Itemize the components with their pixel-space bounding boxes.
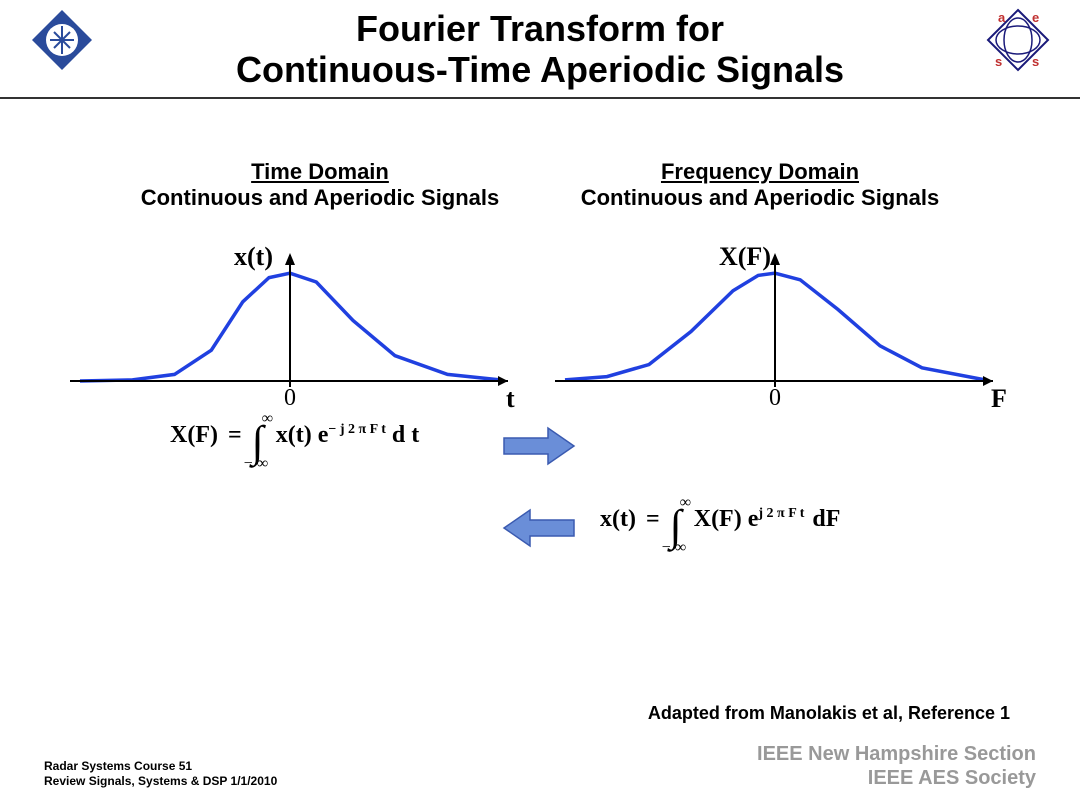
fwd-rhs1: x(t) e: [270, 422, 329, 448]
plots-row: 0 t x(t) 0 F X(F): [0, 231, 1080, 426]
svg-text:s: s: [995, 54, 1002, 69]
fwd-eq: =: [224, 422, 246, 448]
freq-domain-title: Frequency Domain: [540, 159, 980, 185]
svg-text:a: a: [998, 10, 1006, 25]
freq-domain-plot: 0 F X(F): [545, 231, 1020, 426]
integral-icon: ∫∞− ∞: [670, 500, 682, 551]
freq-domain-header: Frequency Domain Continuous and Aperiodi…: [540, 159, 980, 211]
left-arrow-icon: [500, 506, 580, 555]
inv-rhs2: dF: [810, 506, 840, 532]
time-domain-title: Time Domain: [100, 159, 540, 185]
footer-left-line1: Radar Systems Course 51: [44, 759, 277, 775]
fwd-rhs2: d t: [392, 422, 419, 448]
footer-right-line1: IEEE New Hampshire Section: [757, 742, 1036, 766]
fwd-bound-dn: − ∞: [244, 455, 268, 473]
footer-right: IEEE New Hampshire Section IEEE AES Soci…: [757, 742, 1036, 790]
fwd-exp: − j 2 π F t: [328, 422, 386, 437]
title-line-2: Continuous-Time Aperiodic Signals: [0, 49, 1080, 90]
header-divider: [0, 97, 1080, 99]
right-arrow-icon: [500, 424, 580, 473]
formulas-area: X(F) = ∫∞− ∞ x(t) e− j 2 π F t d t x(t) …: [0, 416, 1080, 616]
footer-right-line2: IEEE AES Society: [757, 766, 1036, 790]
ieee-logo-icon: [30, 8, 94, 72]
inv-bound-up: ∞: [680, 494, 691, 512]
inv-eq: =: [642, 506, 664, 532]
time-domain-header: Time Domain Continuous and Aperiodic Sig…: [100, 159, 540, 211]
inverse-transform-formula: x(t) = ∫∞− ∞ X(F) ej 2 π F t dF: [600, 500, 840, 551]
svg-text:x(t): x(t): [234, 242, 273, 271]
fwd-lhs: X(F): [170, 422, 218, 448]
title-line-1: Fourier Transform for: [0, 8, 1080, 49]
inv-lhs: x(t): [600, 506, 636, 532]
footer-left: Radar Systems Course 51 Review Signals, …: [44, 759, 277, 790]
inv-exp: j 2 π F t: [758, 506, 804, 521]
svg-text:e: e: [1032, 10, 1039, 25]
svg-text:t: t: [506, 384, 515, 413]
svg-text:0: 0: [769, 385, 781, 411]
inv-rhs1: X(F) e: [688, 506, 759, 532]
integral-icon: ∫∞− ∞: [252, 416, 264, 467]
forward-transform-formula: X(F) = ∫∞− ∞ x(t) e− j 2 π F t d t: [170, 416, 419, 467]
freq-domain-sub: Continuous and Aperiodic Signals: [540, 185, 980, 211]
time-domain-plot: 0 t x(t): [60, 231, 535, 426]
time-domain-sub: Continuous and Aperiodic Signals: [100, 185, 540, 211]
credit-text: Adapted from Manolakis et al, Reference …: [648, 703, 1010, 724]
svg-text:F: F: [991, 384, 1007, 413]
fwd-bound-up: ∞: [262, 410, 273, 428]
inv-bound-dn: − ∞: [662, 539, 686, 557]
svg-text:X(F): X(F): [719, 242, 771, 271]
svg-text:s: s: [1032, 54, 1039, 69]
page-title: Fourier Transform for Continuous-Time Ap…: [0, 8, 1080, 91]
aess-logo-icon: a e s s: [986, 8, 1050, 72]
footer-left-line2: Review Signals, Systems & DSP 1/1/2010: [44, 774, 277, 790]
svg-text:0: 0: [284, 385, 296, 411]
domain-headers: Time Domain Continuous and Aperiodic Sig…: [0, 159, 1080, 211]
header: a e s s Fourier Transform for Continuous…: [0, 0, 1080, 99]
content: Time Domain Continuous and Aperiodic Sig…: [0, 159, 1080, 616]
